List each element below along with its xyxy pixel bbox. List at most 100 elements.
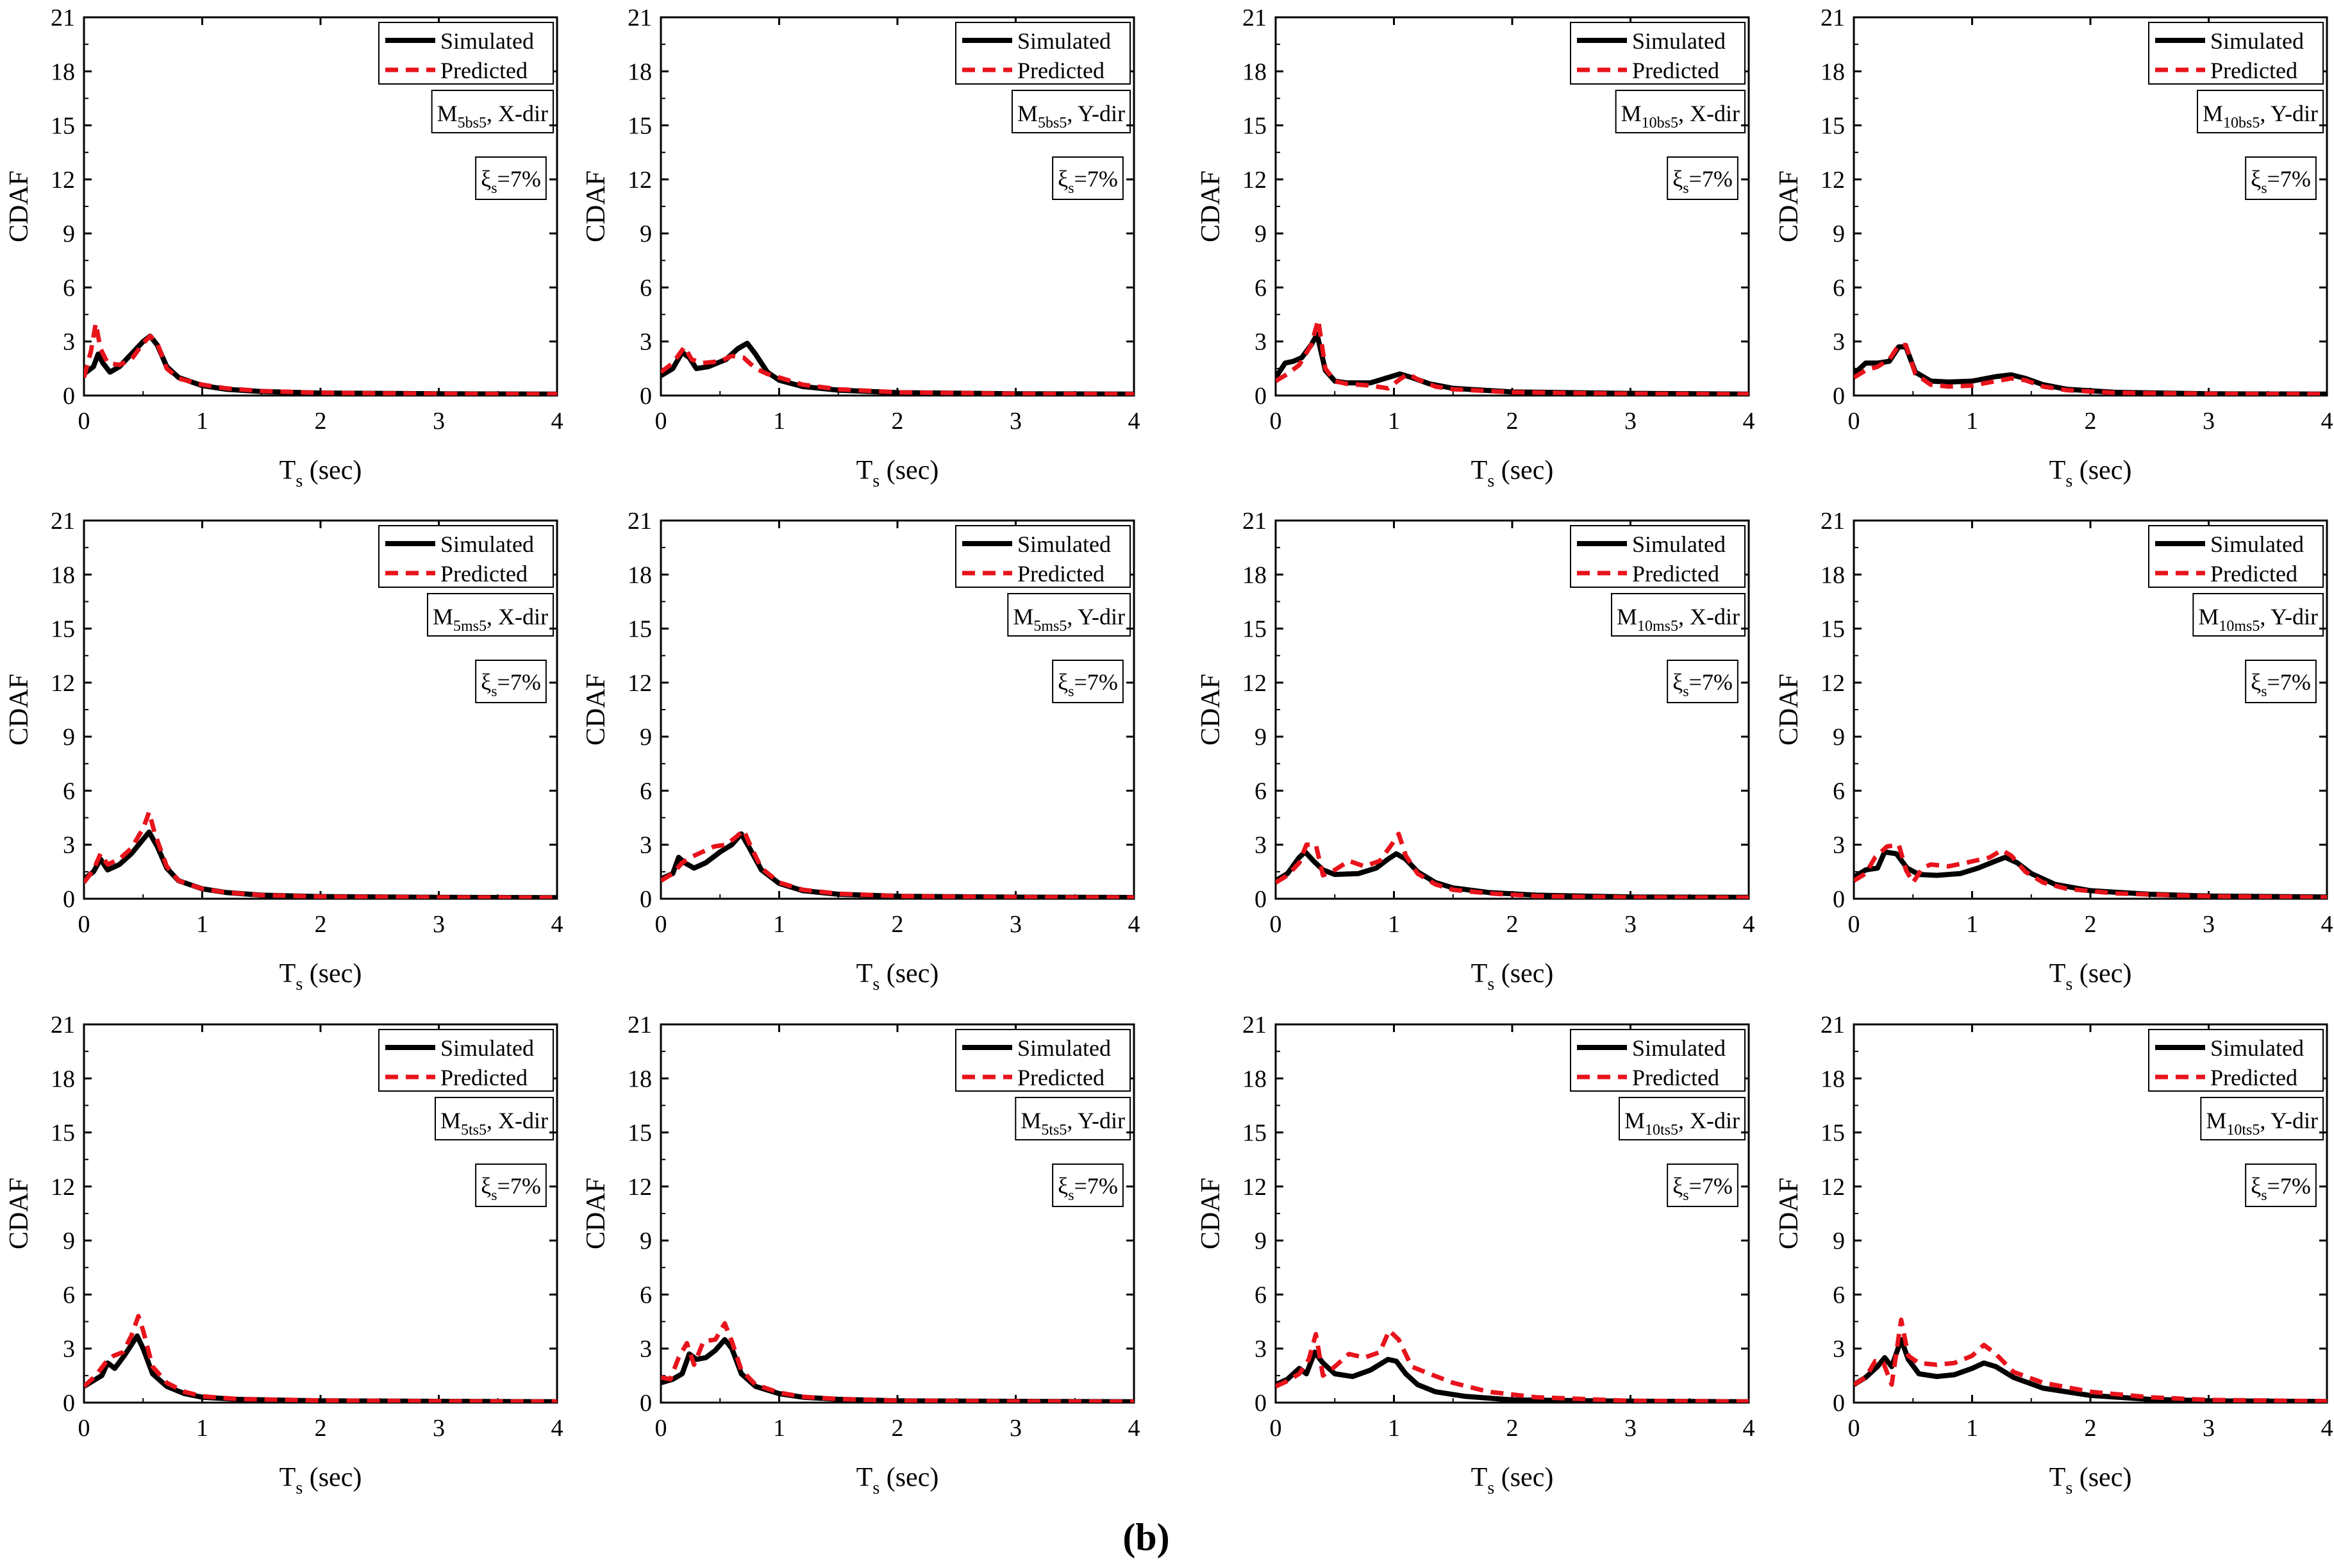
model-label: M5bs5, X-dir [437,101,548,131]
y-axis-label: CDAF [1774,171,1804,242]
damping-label-box [2245,1163,2317,1207]
series-line-predicted [1276,317,1749,396]
y-tick-label: 3 [1255,329,1267,356]
y-tick-label: 12 [51,1174,75,1201]
damping-label: ξs=7% [481,669,541,700]
y-tick-label: 21 [51,1012,75,1038]
damping-label: ξs=7% [1058,669,1118,700]
legend-label-simulated: Simulated [1017,1035,1111,1061]
legend-label-predicted: Predicted [2210,561,2297,587]
y-axis-label: CDAF [581,674,611,746]
x-axis-label: Ts (sec) [856,959,939,994]
x-tick-label: 4 [1743,1415,1755,1442]
model-label: M10bs5, X-dir [1621,101,1740,131]
y-tick-label: 9 [1255,221,1267,247]
figure-label: (b) [1122,1516,1169,1558]
x-axis-label: Ts (sec) [1471,456,1554,491]
y-tick-label: 21 [628,4,652,31]
y-tick-label: 0 [1833,886,1845,913]
legend-label-predicted: Predicted [1632,58,1719,83]
y-tick-label: 0 [63,886,75,913]
y-tick-label: 6 [1255,1281,1267,1308]
legend-box [1570,525,1746,588]
x-tick-label: 0 [1848,1415,1860,1442]
x-tick-label: 4 [1743,911,1755,938]
legend-label-predicted: Predicted [1017,1065,1104,1090]
y-tick-label: 15 [51,1120,75,1147]
y-tick-label: 3 [1255,832,1267,859]
y-tick-label: 12 [51,167,75,194]
damping-label: ξs=7% [1672,1173,1733,1204]
legend-label-predicted: Predicted [1017,58,1104,83]
series-line-simulated [661,340,1134,396]
y-tick-label: 21 [1242,508,1267,535]
y-axis-label: CDAF [1774,1178,1804,1249]
legend-box [378,525,554,588]
y-tick-label: 15 [1242,1120,1267,1147]
y-tick-label: 15 [1821,616,1845,643]
damping-label-box [1052,156,1124,200]
model-label: M5ms5, X-dir [433,604,548,635]
x-tick-label: 2 [1506,1415,1519,1442]
y-tick-label: 18 [51,58,75,85]
legend-box [955,22,1131,85]
legend-label-simulated: Simulated [2210,531,2304,557]
x-tick-label: 2 [892,911,904,938]
model-label: M5ts5, Y-dir [1021,1108,1125,1138]
y-tick-label: 18 [1242,562,1267,588]
y-tick-label: 15 [628,616,652,643]
y-tick-label: 0 [1255,886,1267,913]
x-axis-label: Ts (sec) [2049,1463,2132,1498]
x-tick-label: 1 [1388,1415,1400,1442]
damping-label: ξs=7% [1672,669,1733,700]
legend-box [378,22,554,85]
series-line-predicted [1854,842,2327,899]
damping-label-box [1667,1163,1738,1207]
x-tick-label: 3 [1624,911,1637,938]
damping-label-box [2245,660,2317,703]
y-tick-label: 12 [1242,1174,1267,1201]
y-tick-label: 9 [1255,1228,1267,1255]
y-axis-label: CDAF [1196,674,1226,746]
model-label-box [1007,593,1131,637]
legend-box [1570,22,1746,85]
legend-label-simulated: Simulated [1632,1035,1726,1061]
x-tick-label: 1 [196,408,208,435]
y-tick-label: 9 [640,1228,652,1255]
legend-label-predicted: Predicted [1632,1065,1719,1090]
y-tick-label: 9 [1833,1228,1845,1255]
legend-box [2148,525,2324,588]
y-tick-label: 12 [628,167,652,194]
model-label-box [2192,593,2324,637]
y-tick-label: 9 [640,724,652,751]
y-tick-label: 15 [628,113,652,140]
y-tick-label: 6 [640,1281,652,1308]
y-tick-label: 6 [1833,1281,1845,1308]
y-tick-label: 6 [1255,274,1267,301]
damping-label: ξs=7% [481,1173,541,1204]
y-tick-label: 12 [628,1174,652,1201]
y-tick-label: 15 [1242,616,1267,643]
damping-label: ξs=7% [1672,166,1733,197]
x-tick-label: 2 [315,408,327,435]
model-label-box [1615,90,1746,133]
x-tick-label: 3 [433,1415,445,1442]
legend-box [955,1029,1131,1092]
y-tick-label: 0 [1833,383,1845,410]
series-line-simulated [84,333,557,396]
y-tick-label: 21 [51,508,75,535]
legend-box [955,525,1131,588]
x-tick-label: 3 [1010,408,1022,435]
y-tick-label: 6 [1255,778,1267,805]
y-tick-label: 18 [1821,562,1845,588]
legend-label-predicted: Predicted [2210,58,2297,83]
y-tick-label: 18 [51,562,75,588]
y-tick-label: 12 [628,670,652,697]
y-tick-label: 21 [1242,4,1267,31]
x-axis-label: Ts (sec) [1471,959,1554,994]
